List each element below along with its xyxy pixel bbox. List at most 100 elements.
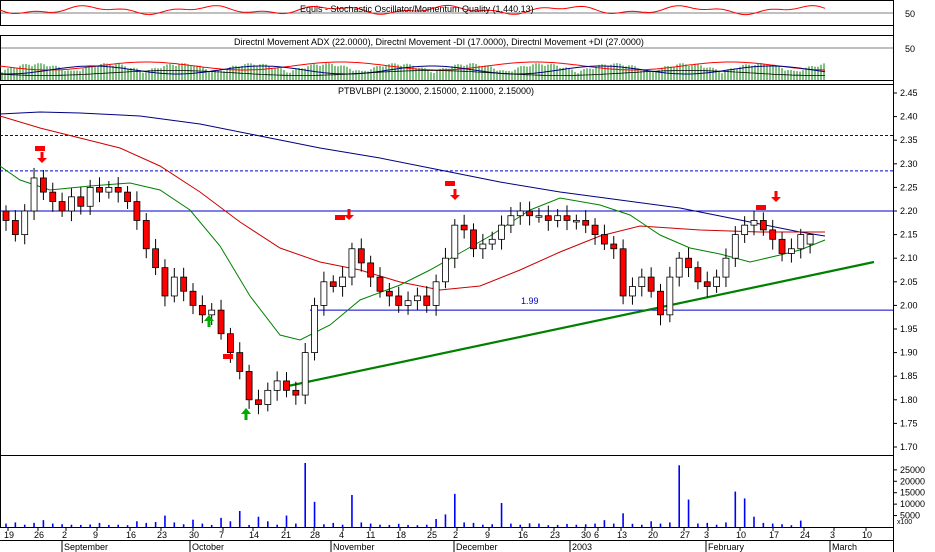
candle-body	[208, 309, 216, 316]
candle-body	[133, 201, 141, 221]
candle-body	[554, 215, 562, 221]
month-label: November	[333, 542, 375, 552]
candle-body	[264, 389, 272, 405]
price-tick-label: 2.20	[900, 206, 918, 216]
candle-body	[114, 186, 122, 193]
candle-body	[86, 186, 94, 207]
day-tick-label: 19	[4, 530, 14, 540]
candle-body	[273, 380, 281, 391]
day-tick-label: 24	[800, 530, 810, 540]
month-label: February	[708, 542, 745, 552]
candle-body	[563, 215, 571, 221]
support-trendline	[287, 260, 875, 388]
candle-body	[301, 352, 309, 396]
candle-body	[470, 229, 477, 250]
candle-body	[68, 196, 75, 212]
day-tick-label: 17	[769, 530, 779, 540]
day-tick-label: 13	[617, 530, 627, 540]
candle-body	[488, 238, 496, 245]
candle-body	[124, 191, 131, 202]
stochastic-panel	[0, 4, 893, 16]
candle-body	[498, 224, 505, 240]
candle-body	[797, 234, 805, 250]
candle-body	[376, 276, 384, 292]
candle-body	[619, 248, 627, 297]
day-tick-label: 4	[339, 530, 344, 540]
candle-body	[226, 333, 234, 354]
price-tick-label: 1.80	[900, 395, 918, 405]
day-tick-label: 20	[648, 530, 658, 540]
stochastic-line	[0, 4, 826, 16]
candle-body	[385, 290, 393, 297]
price-tick-label: 1.90	[900, 348, 918, 358]
candle-body	[526, 210, 533, 217]
candle-body	[741, 224, 749, 236]
candle-body	[348, 248, 356, 278]
price-tick-label: 1.95	[900, 324, 918, 334]
candle-body	[105, 186, 113, 193]
day-tick-label: 14	[249, 530, 259, 540]
volume-tick-label: 5000	[900, 511, 920, 521]
candle-body	[582, 220, 590, 226]
candle-body	[198, 304, 206, 316]
candle-body	[217, 309, 225, 335]
price-tick-label: 2.00	[900, 300, 918, 310]
candle-body	[11, 220, 19, 236]
candle-body	[413, 295, 421, 302]
month-label: December	[456, 542, 498, 552]
candle-body	[507, 215, 515, 226]
day-tick-label: 23	[550, 530, 560, 540]
moving-averages	[0, 111, 826, 341]
candle-body	[292, 389, 300, 396]
candle-body	[283, 380, 290, 391]
sell-arrow	[344, 209, 354, 220]
candle-body	[722, 257, 730, 278]
price-tick-label: 2.05	[900, 277, 918, 287]
signal-marker	[35, 146, 45, 151]
dmi-plus-di	[0, 65, 826, 75]
stochastic-title: Equis - Stochastic Oscillator/Momentum Q…	[300, 4, 534, 14]
day-tick-label: 30	[581, 530, 591, 540]
day-tick-label: 11	[366, 530, 375, 540]
candle-body	[329, 281, 337, 287]
volume-tick-label: 15000	[900, 488, 925, 498]
month-label: 2003	[572, 542, 592, 552]
day-tick-label: 23	[157, 530, 167, 540]
candle-body	[367, 262, 375, 278]
candle-body	[769, 229, 777, 240]
signal-arrows	[35, 146, 781, 420]
month-label: March	[832, 542, 857, 552]
candle-body	[516, 210, 524, 217]
day-tick-label: 10	[862, 530, 872, 540]
price-tick-label: 2.15	[900, 230, 918, 240]
candle-body	[189, 290, 197, 306]
candle-body	[544, 215, 552, 221]
buy-arrow	[241, 408, 251, 420]
candle-body	[460, 224, 468, 231]
candle-body	[255, 399, 262, 405]
price-tick-label: 2.25	[900, 182, 918, 192]
month-label: September	[64, 542, 108, 552]
day-tick-label: 3	[704, 530, 709, 540]
candle-body	[806, 234, 814, 245]
price-tick-label: 1.85	[900, 371, 918, 381]
candle-body	[357, 248, 365, 264]
candle-body	[152, 248, 160, 269]
dmi-adx	[0, 70, 826, 76]
stochastic-tick-50: 50	[905, 9, 915, 19]
candle-body	[49, 191, 57, 202]
day-tick-label: 25	[427, 530, 437, 540]
candle-body	[442, 257, 449, 283]
day-tick-label: 18	[396, 530, 406, 540]
day-tick-label: 3	[830, 530, 835, 540]
price-title: PTBVLBPI (2.13000, 2.15000, 2.11000, 2.1…	[338, 86, 534, 96]
moving-average-long	[0, 111, 826, 237]
candle-body	[30, 177, 38, 212]
candle-body	[40, 177, 47, 193]
price-axis: 2.45 2.40 2.35 2.30 2.25 2.20 2.15 2.10 2.05 2.00…	[893, 88, 925, 521]
candle-body	[572, 220, 580, 223]
signal-marker	[756, 205, 766, 210]
candle-body	[601, 234, 608, 245]
